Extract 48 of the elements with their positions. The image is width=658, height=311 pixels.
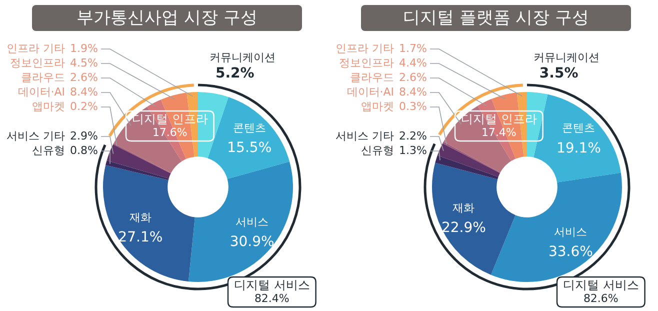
chart-title: 디지털 플랫폼 시장 구성 (361, 5, 631, 31)
data-label: 0.8% (70, 144, 98, 157)
data-label: 8.4% (70, 85, 98, 98)
slice-label: 서비스 (554, 225, 588, 238)
slice-label: 서비스 (236, 215, 269, 228)
data-label: 4.5% (70, 56, 98, 70)
data-label: 2.2% (399, 129, 427, 142)
data-label: 27.1% (118, 230, 163, 246)
slice-label: 콘텐츠 (232, 121, 266, 134)
data-label: 19.1% (556, 140, 601, 156)
data-label: 33.6% (548, 244, 593, 260)
slice-label: 클라우드 (350, 70, 394, 84)
slice-label: 커뮤니케이션 (209, 50, 276, 64)
data-label: 1.3% (399, 144, 427, 157)
chart-title: 부가통신사업 시장 구성 (32, 5, 302, 31)
data-label: 1.7% (399, 42, 427, 55)
slice-label: 커뮤니케이션 (533, 50, 600, 64)
data-label: 22.9% (441, 220, 486, 236)
text: 디지털 서비스 82.4% (234, 278, 310, 305)
data-label: 1.9% (70, 42, 98, 55)
slice-label: 재화 (452, 201, 475, 214)
data-label: 2.6% (399, 70, 427, 84)
slice-label: 신유형 (361, 144, 394, 157)
data-label: 5.2% (215, 66, 254, 82)
data-label: 3.5% (539, 66, 578, 82)
slice-label: 정보인프라 (339, 56, 394, 70)
slice-label: 콘텐츠 (562, 122, 596, 135)
slice-label: 데이터·AI (346, 85, 394, 98)
text: 디지털 서비스 82.6% (562, 278, 639, 305)
slice-label: 정보인프라 (10, 56, 66, 70)
slice-label: 서비스 기타 (336, 129, 394, 142)
slice-label: 신유형 (32, 144, 66, 157)
data-label: 15.5% (227, 140, 272, 156)
data-label: 2.6% (70, 70, 98, 84)
data-label: 4.4% (399, 56, 427, 70)
data-label: 0.3% (399, 100, 427, 113)
data-label: 30.9% (230, 234, 274, 250)
data-label: 8.4% (399, 85, 427, 98)
slice-label: 앱마켓 (361, 100, 394, 113)
data-label: 2.9% (70, 129, 98, 142)
slice-label: 데이터·AI (18, 85, 66, 98)
slice-label: 앱마켓 (32, 100, 66, 113)
slice-label: 클라우드 (21, 70, 66, 84)
data-label: 0.2% (70, 100, 98, 113)
slice-label: 서비스 기타 (6, 129, 66, 142)
slice-label: 인프라 기타 (6, 42, 66, 55)
slice-label: 인프라 기타 (336, 42, 394, 55)
slice-label: 재화 (129, 210, 152, 224)
